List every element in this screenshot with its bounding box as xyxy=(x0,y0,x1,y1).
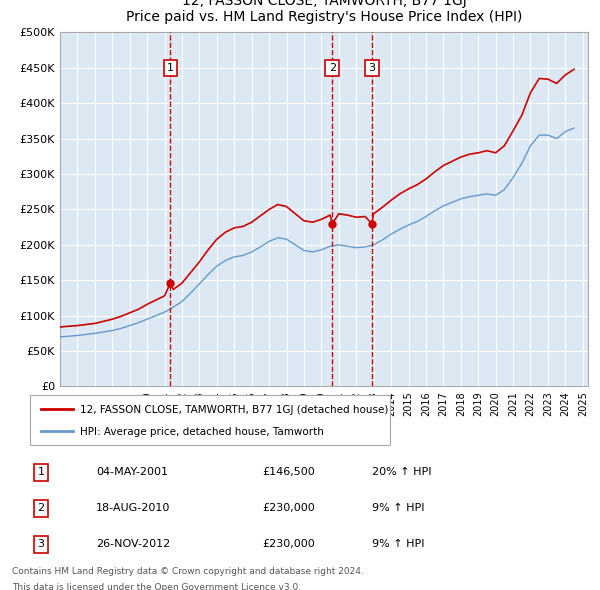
Text: 2: 2 xyxy=(329,63,336,73)
Text: 18-AUG-2010: 18-AUG-2010 xyxy=(96,503,170,513)
Text: 9% ↑ HPI: 9% ↑ HPI xyxy=(372,539,425,549)
Text: HPI: Average price, detached house, Tamworth: HPI: Average price, detached house, Tamw… xyxy=(80,427,324,437)
Text: 26-NOV-2012: 26-NOV-2012 xyxy=(96,539,170,549)
Text: 12, FASSON CLOSE, TAMWORTH, B77 1GJ (detached house): 12, FASSON CLOSE, TAMWORTH, B77 1GJ (det… xyxy=(80,405,389,415)
Text: 1: 1 xyxy=(167,63,174,73)
Text: 1: 1 xyxy=(38,467,44,477)
Text: This data is licensed under the Open Government Licence v3.0.: This data is licensed under the Open Gov… xyxy=(12,583,301,590)
Text: 2: 2 xyxy=(37,503,44,513)
Text: 20% ↑ HPI: 20% ↑ HPI xyxy=(372,467,432,477)
Text: Contains HM Land Registry data © Crown copyright and database right 2024.: Contains HM Land Registry data © Crown c… xyxy=(12,566,364,576)
Title: 12, FASSON CLOSE, TAMWORTH, B77 1GJ
Price paid vs. HM Land Registry's House Pric: 12, FASSON CLOSE, TAMWORTH, B77 1GJ Pric… xyxy=(126,0,522,24)
Text: 3: 3 xyxy=(38,539,44,549)
Text: £230,000: £230,000 xyxy=(262,539,314,549)
Text: £230,000: £230,000 xyxy=(262,503,314,513)
Text: 3: 3 xyxy=(368,63,376,73)
Text: £146,500: £146,500 xyxy=(262,467,314,477)
Text: 04-MAY-2001: 04-MAY-2001 xyxy=(96,467,168,477)
Text: 9% ↑ HPI: 9% ↑ HPI xyxy=(372,503,425,513)
FancyBboxPatch shape xyxy=(30,395,390,445)
